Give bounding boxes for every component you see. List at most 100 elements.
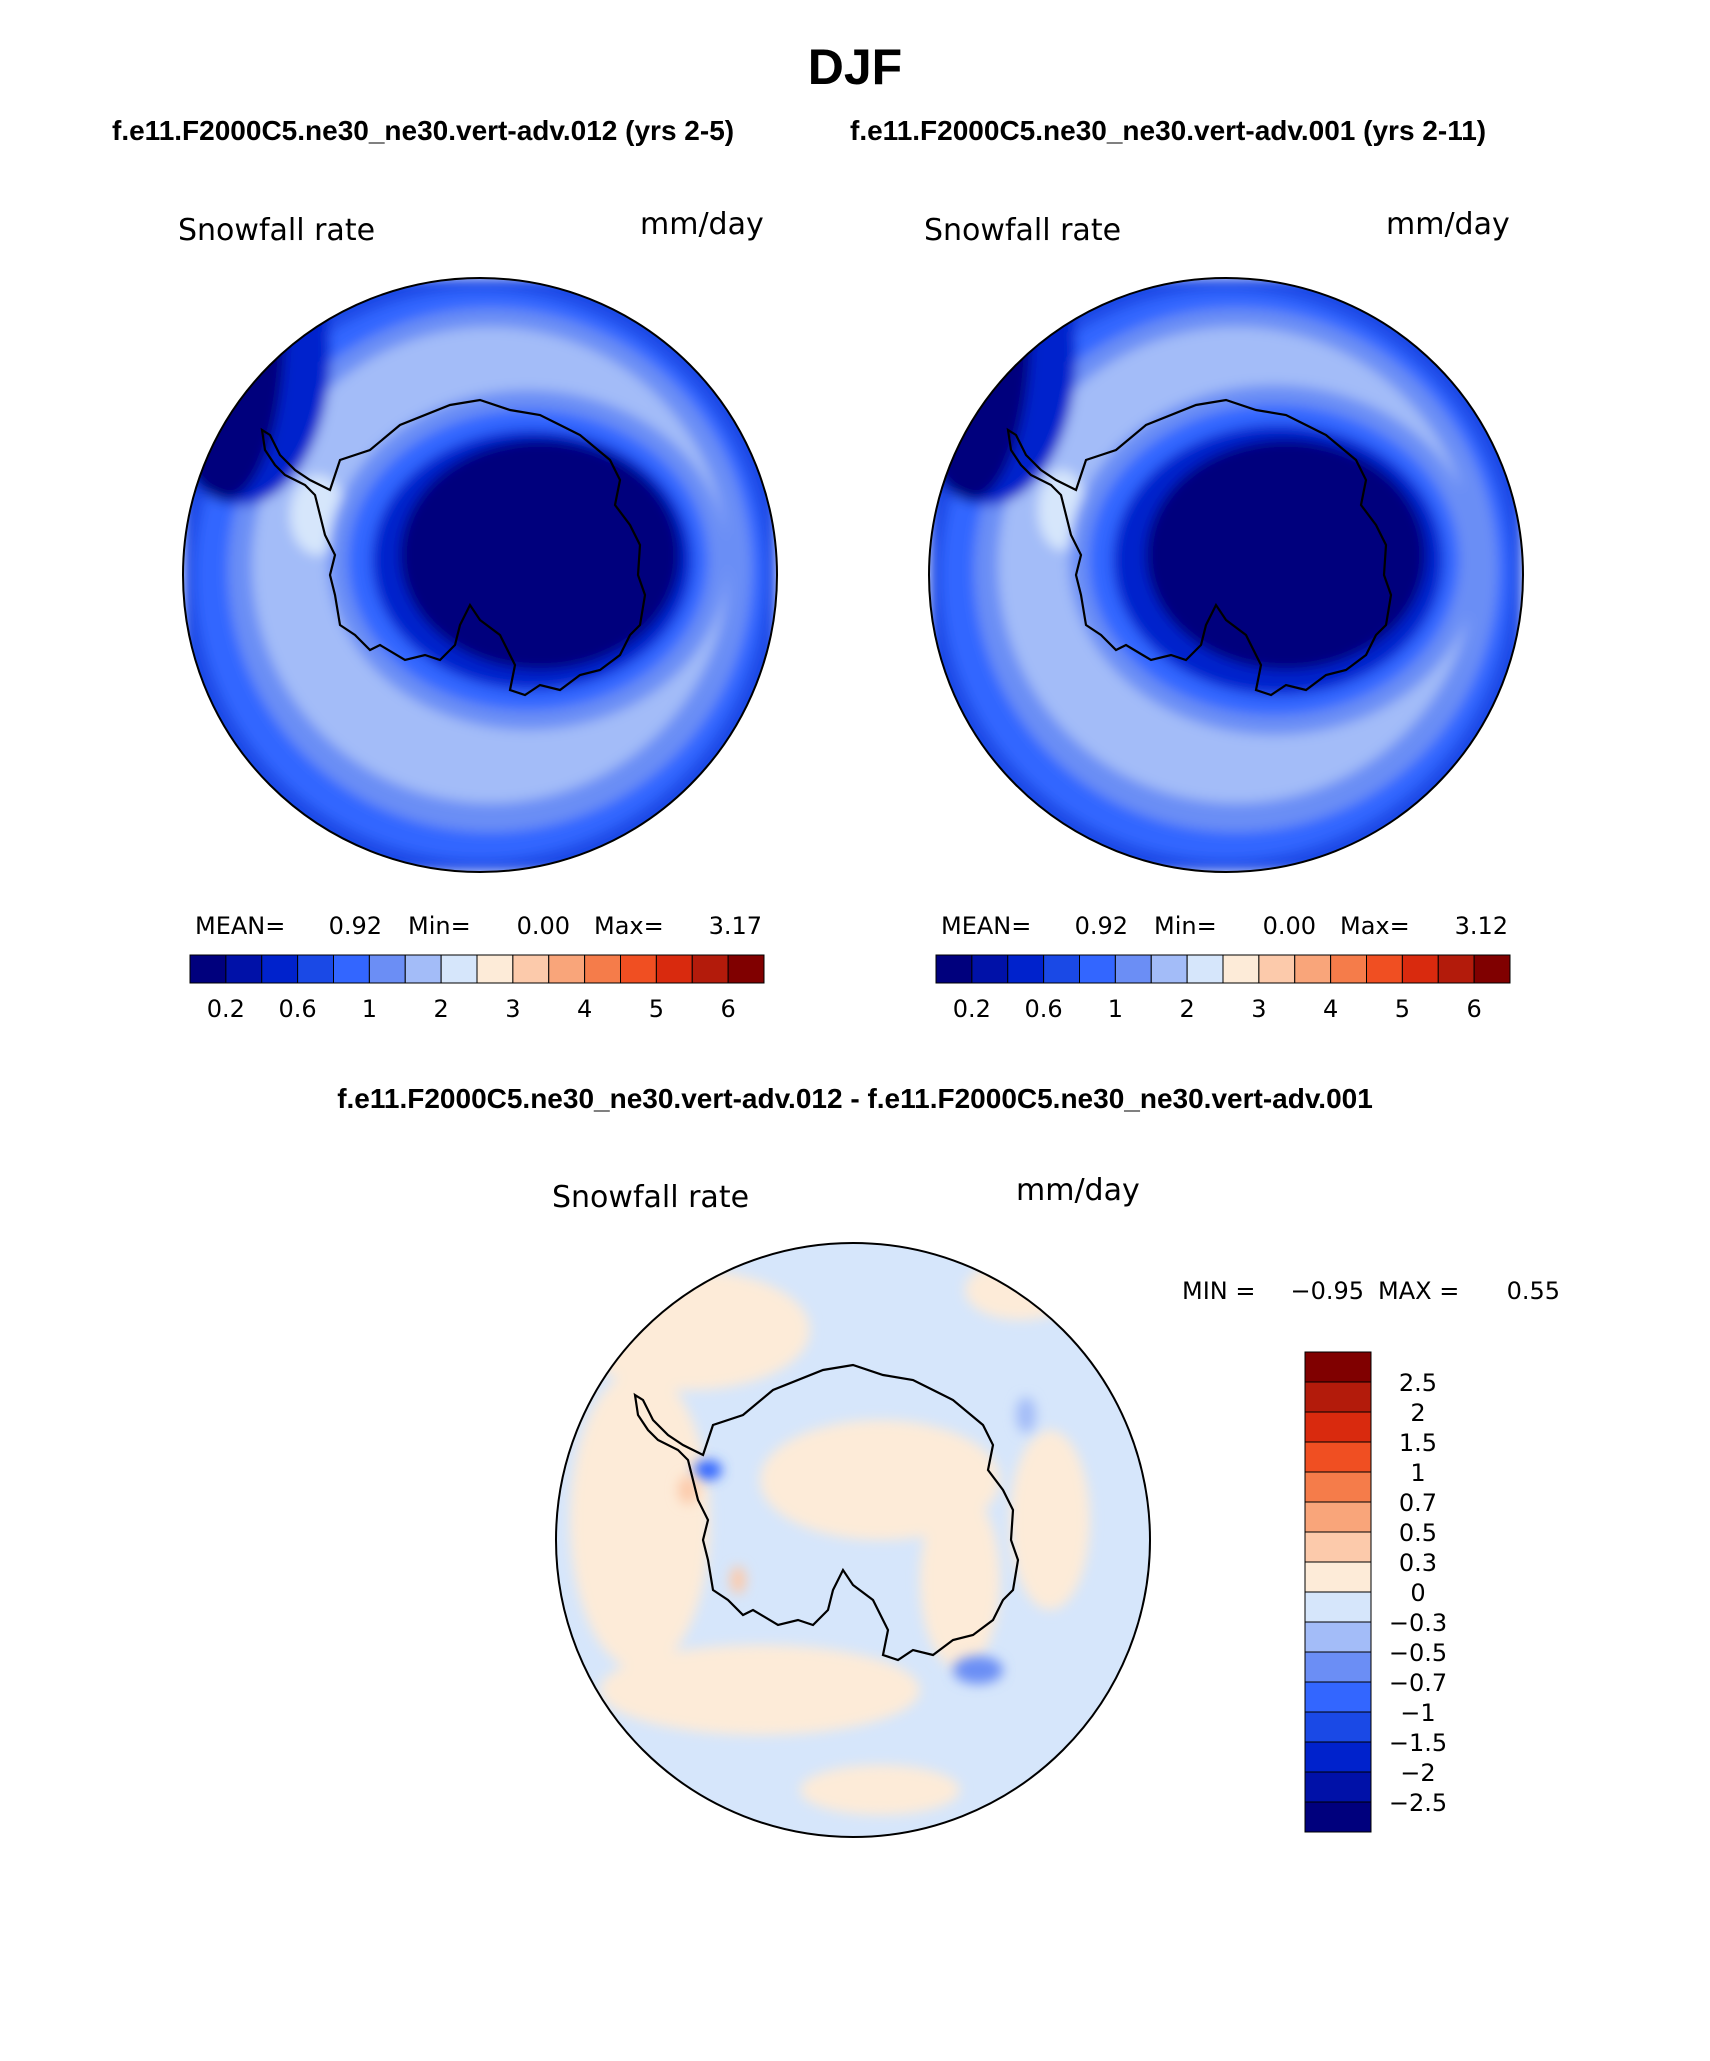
colorbar-box <box>1473 954 1511 984</box>
colorbar-box <box>1304 1591 1372 1623</box>
panel-right-mean-label: MEAN= <box>941 912 1031 940</box>
panel-right-variable-label: Snowfall rate <box>924 213 1121 248</box>
panel-left-variable-label: Snowfall rate <box>178 213 375 248</box>
map-field-interior <box>400 440 680 670</box>
colorbar-box <box>189 954 227 984</box>
panel-difference-colorbar-ticks: 2.521.510.70.50.30−0.3−0.5−0.7−1−1.5−2−2… <box>1389 1369 1447 1817</box>
colorbar-box <box>1304 1681 1372 1713</box>
colorbar-tick-label: 0.2 <box>953 995 991 1023</box>
colorbar-tick-label: 4 <box>577 995 592 1023</box>
panel-right-min-value: 0.00 <box>1263 912 1316 940</box>
colorbar-box <box>1304 1621 1372 1653</box>
map-field-positive-patch <box>570 1270 810 1390</box>
panel-right-min-label: Min= <box>1154 912 1217 940</box>
colorbar-tick-label: −1.5 <box>1389 1729 1447 1757</box>
panel-right-colorbar-ticks: 0.2 0.6 1 2 3 4 5 6 <box>953 995 1482 1023</box>
panel-left-mean-value: 0.92 <box>329 912 382 940</box>
colorbar-box <box>404 954 442 984</box>
map-field-negative-patch <box>694 1460 722 1480</box>
colorbar-tick-label: 0 <box>1410 1579 1425 1607</box>
colorbar-box <box>1007 954 1045 984</box>
map-field-positive-patch <box>1010 1430 1090 1610</box>
panel-difference-colorbar <box>1304 1351 1372 1833</box>
colorbar-box <box>1186 954 1224 984</box>
colorbar-tick-label: −1 <box>1400 1699 1435 1727</box>
map-field-negative-patch <box>1016 1397 1036 1433</box>
panel-right-map <box>929 278 1523 872</box>
colorbar-box <box>1401 954 1439 984</box>
panel-left-min-label: Min= <box>408 912 471 940</box>
panel-left-mean-label: MEAN= <box>195 912 285 940</box>
colorbar-tick-label: 2 <box>1179 995 1194 1023</box>
colorbar-box <box>935 954 973 984</box>
panel-left-max-label: Max= <box>594 912 664 940</box>
colorbar-box <box>1079 954 1116 984</box>
map-field-interior <box>1146 440 1426 670</box>
map-field-west-edge <box>183 278 285 500</box>
panel-right: Snowfall rate mm/day MEAN= 0.92 Min= 0.0… <box>924 207 1524 1023</box>
panel-difference-min-label: MIN = <box>1182 1277 1255 1305</box>
panel-right-mean-value: 0.92 <box>1075 912 1128 940</box>
colorbar-tick-label: 1.5 <box>1399 1429 1437 1457</box>
colorbar-box <box>1294 954 1332 984</box>
panel-left-colorbar <box>189 954 765 984</box>
panel-right-units-label: mm/day <box>1386 207 1510 242</box>
colorbar-box <box>261 954 299 984</box>
colorbar-box <box>1043 954 1080 984</box>
colorbar-tick-label: 5 <box>1395 995 1410 1023</box>
colorbar-tick-label: 6 <box>720 995 735 1023</box>
map-field-positive-patch <box>570 1370 710 1670</box>
difference-title: f.e11.F2000C5.ne30_ne30.vert-adv.012 - f… <box>337 1083 1373 1114</box>
panel-difference-max-value: 0.55 <box>1507 1277 1560 1305</box>
colorbar-box <box>1304 1651 1372 1683</box>
colorbar-tick-label: 1 <box>1108 995 1123 1023</box>
colorbar-box <box>1114 954 1152 984</box>
panel-right-max-value: 3.12 <box>1455 912 1508 940</box>
colorbar-box <box>1437 954 1475 984</box>
colorbar-box <box>971 954 1009 984</box>
colorbar-box <box>1366 954 1403 984</box>
colorbar-tick-label: 6 <box>1466 995 1481 1023</box>
panel-difference-units-label: mm/day <box>1016 1173 1140 1208</box>
colorbar-box <box>1150 954 1188 984</box>
colorbar-tick-label: 4 <box>1323 995 1338 1023</box>
colorbar-box <box>1304 1441 1372 1473</box>
colorbar-tick-label: 1 <box>1410 1459 1425 1487</box>
colorbar-tick-label: 0.3 <box>1399 1549 1437 1577</box>
colorbar-tick-label: 0.6 <box>279 995 317 1023</box>
colorbar-tick-label: −0.5 <box>1389 1639 1447 1667</box>
colorbar-tick-label: 0.5 <box>1399 1519 1437 1547</box>
colorbar-box <box>1304 1411 1372 1443</box>
colorbar-tick-label: 3 <box>505 995 520 1023</box>
colorbar-box <box>727 954 765 984</box>
panel-left: Snowfall rate mm/day MEAN= 0.92 Min= 0.0… <box>178 207 778 1023</box>
panel-left-map-border <box>182 277 778 873</box>
panel-difference-max-label: MAX = <box>1378 1277 1459 1305</box>
colorbar-tick-label: −2.5 <box>1389 1789 1447 1817</box>
colorbar-box <box>1304 1381 1372 1413</box>
colorbar-tick-label: −0.7 <box>1389 1669 1447 1697</box>
panel-left-max-value: 3.17 <box>709 912 762 940</box>
map-field-positive-patch <box>800 1765 960 1815</box>
panel-right-colorbar <box>935 954 1511 984</box>
colorbar-box <box>1304 1801 1372 1833</box>
colorbar-tick-label: 0.7 <box>1399 1489 1437 1517</box>
colorbar-box <box>1222 954 1260 984</box>
panel-left-colorbar-ticks: 0.2 0.6 1 2 3 4 5 6 <box>207 995 736 1023</box>
colorbar-box <box>1258 954 1296 984</box>
colorbar-box <box>333 954 370 984</box>
colorbar-box <box>368 954 406 984</box>
colorbar-box <box>1330 954 1367 984</box>
colorbar-tick-label: −2 <box>1400 1759 1435 1787</box>
map-field-positive-patch <box>920 1490 1000 1670</box>
colorbar-box <box>476 954 514 984</box>
colorbar-box <box>1304 1741 1372 1773</box>
colorbar-box <box>297 954 334 984</box>
colorbar-box <box>691 954 729 984</box>
colorbar-box <box>620 954 657 984</box>
colorbar-tick-label: 2 <box>433 995 448 1023</box>
map-field-positive-strong <box>730 1566 746 1594</box>
panel-difference-variable-label: Snowfall rate <box>552 1180 749 1215</box>
panel-left-min-value: 0.00 <box>517 912 570 940</box>
colorbar-box <box>1304 1471 1372 1503</box>
